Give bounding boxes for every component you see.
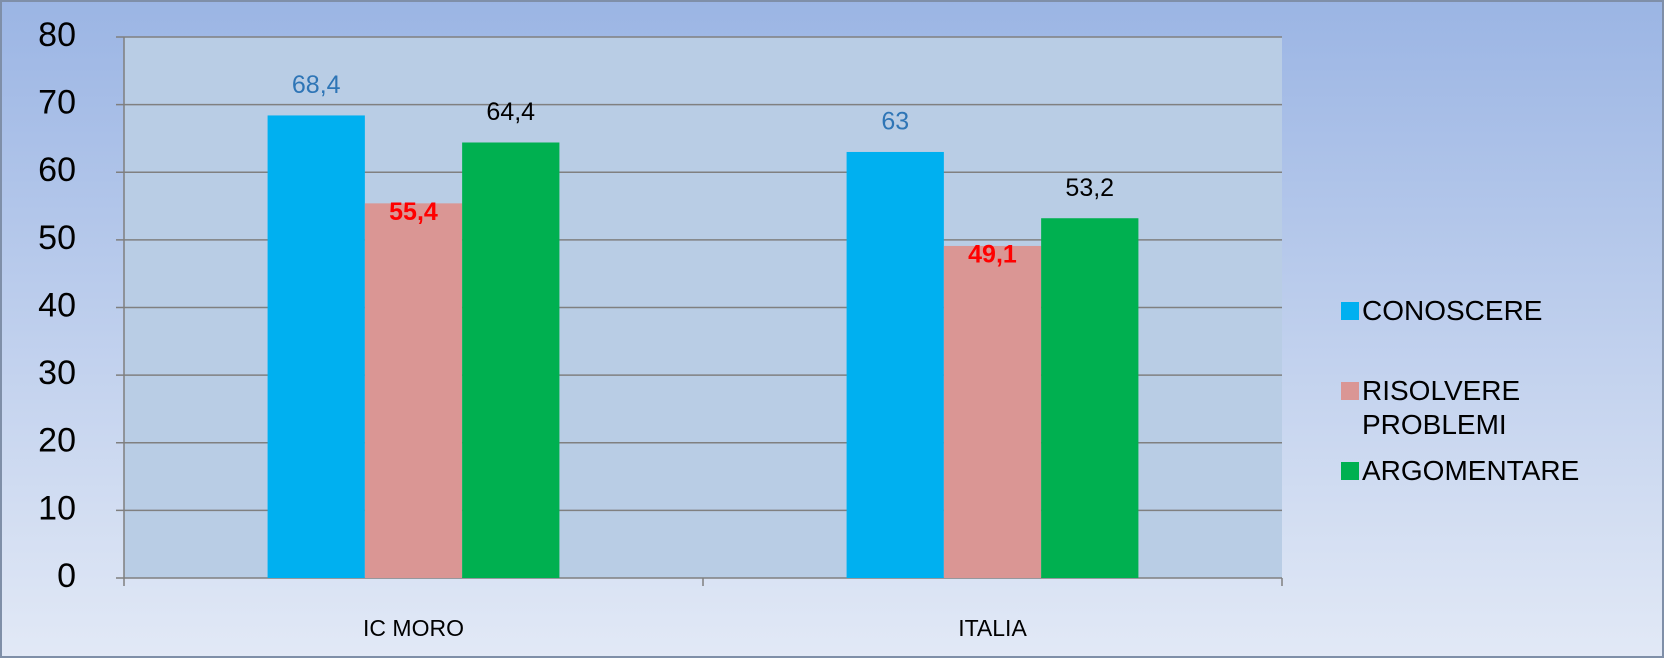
- legend-label: ARGOMENTARE: [1362, 455, 1580, 486]
- x-tick-label: ITALIA: [958, 615, 1027, 641]
- value-label: 55,4: [389, 198, 438, 226]
- bar: [267, 115, 365, 578]
- value-label: 63: [881, 108, 909, 136]
- y-tick-label: 30: [38, 354, 76, 392]
- x-tick-label: IC MORO: [363, 615, 464, 641]
- value-label: 68,4: [292, 71, 341, 99]
- y-tick-label: 50: [38, 219, 76, 257]
- y-tick-label: 60: [38, 151, 76, 189]
- bar: [462, 142, 560, 578]
- y-tick-label: 80: [38, 16, 76, 54]
- value-label: 49,1: [968, 241, 1017, 269]
- value-label: 53,2: [1065, 174, 1114, 202]
- y-tick-label: 0: [57, 557, 76, 595]
- bar: [943, 245, 1042, 578]
- value-label: 64,4: [486, 98, 535, 126]
- y-tick-label: 20: [38, 422, 76, 460]
- bar: [846, 151, 944, 578]
- y-tick-label: 70: [38, 84, 76, 122]
- bar: [1041, 218, 1139, 579]
- legend-swatch: [1341, 462, 1359, 480]
- legend-label: CONOSCERE: [1362, 295, 1543, 326]
- legend-swatch: [1341, 382, 1359, 400]
- legend-label: RISOLVERE PROBLEMI: [1362, 375, 1521, 440]
- legend-swatch: [1341, 302, 1359, 320]
- y-tick-label: 40: [38, 286, 76, 324]
- y-tick-label: 10: [38, 489, 76, 527]
- bar: [364, 203, 463, 579]
